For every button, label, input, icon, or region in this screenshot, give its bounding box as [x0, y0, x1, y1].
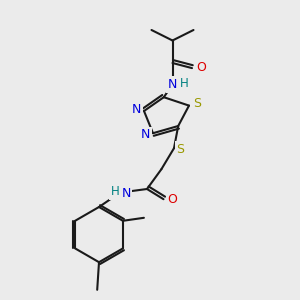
Text: N: N: [140, 128, 150, 142]
Text: N: N: [131, 103, 141, 116]
Text: H: H: [179, 77, 188, 90]
Text: S: S: [193, 97, 201, 110]
Text: S: S: [177, 143, 184, 156]
Text: O: O: [168, 193, 177, 206]
Text: N: N: [168, 78, 177, 91]
Text: O: O: [196, 61, 206, 74]
Text: H: H: [111, 185, 120, 198]
Text: N: N: [121, 187, 131, 200]
